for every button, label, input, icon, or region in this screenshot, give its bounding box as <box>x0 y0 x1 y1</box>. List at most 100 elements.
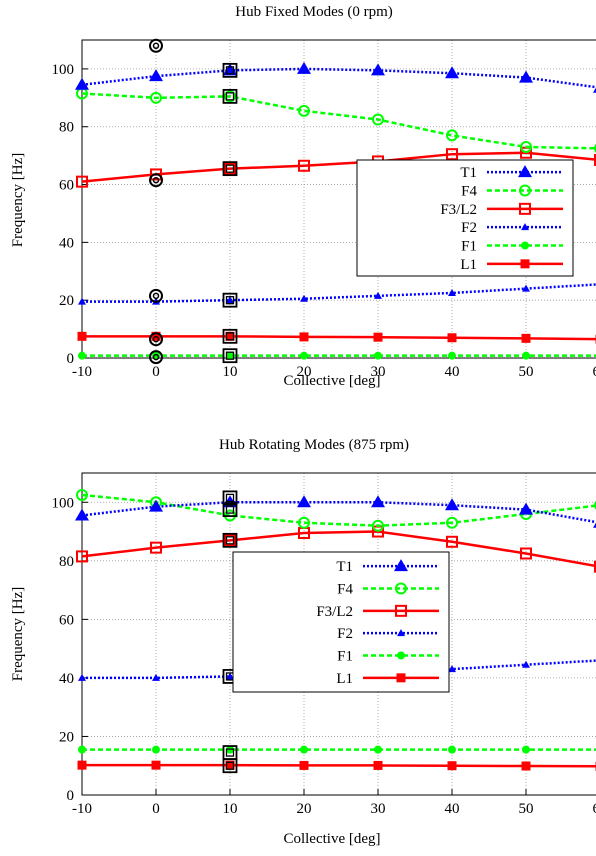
data-point <box>298 516 310 529</box>
series-line <box>81 151 596 183</box>
legend-item: F3/L2 <box>316 604 439 620</box>
data-point <box>224 162 236 175</box>
legend-label: F2 <box>461 220 477 236</box>
overlay-marker <box>149 288 163 303</box>
legend-marker <box>395 582 407 595</box>
legend-marker <box>397 629 405 637</box>
legend-item: F4 <box>337 582 439 598</box>
data-point <box>77 760 87 770</box>
legend-box <box>232 551 450 693</box>
plot-frame <box>81 39 596 359</box>
data-point <box>297 495 311 508</box>
data-point <box>372 113 384 126</box>
data-point <box>448 351 456 360</box>
legend-item: T1 <box>460 165 563 181</box>
data-point <box>522 745 530 754</box>
overlay-marker <box>222 532 238 548</box>
data-point <box>226 351 234 360</box>
x-tick-label: 40 <box>445 801 460 817</box>
data-point <box>150 541 162 554</box>
data-point <box>448 288 456 296</box>
series-f4 <box>76 87 596 153</box>
series-t1 <box>75 61 596 93</box>
plot-area <box>75 488 596 774</box>
data-point <box>371 495 385 508</box>
data-point <box>298 159 310 172</box>
chart-hub-rotating-modes: Hub Rotating Modes (875 rpm) -10 0 10 20… <box>10 437 596 847</box>
data-point <box>300 294 308 302</box>
legend-label: F4 <box>337 582 353 598</box>
legend-marker <box>519 202 531 215</box>
data-point <box>76 550 88 563</box>
data-point <box>446 129 458 142</box>
series-line <box>82 283 596 303</box>
data-point <box>299 332 309 342</box>
y-tick-label: 20 <box>59 729 74 745</box>
data-point <box>225 760 235 770</box>
data-point <box>522 284 530 292</box>
series-line <box>81 67 596 89</box>
legend-label: F4 <box>461 184 477 200</box>
data-point <box>445 498 459 511</box>
legend-item: F3/L2 <box>440 202 563 218</box>
legend-item: T1 <box>336 559 439 575</box>
data-point <box>75 508 89 521</box>
x-axis-label: Collective [deg] <box>283 373 380 389</box>
data-point <box>78 745 86 754</box>
data-point <box>224 534 236 547</box>
overlay-marker <box>222 88 238 104</box>
y-tick-label: 40 <box>59 671 74 687</box>
series-f3-l2 <box>76 146 596 188</box>
series-f4 <box>76 488 596 532</box>
legend-label: F1 <box>337 649 353 665</box>
chart-title: Hub Fixed Modes (0 rpm) <box>235 4 393 20</box>
series-line <box>81 501 596 524</box>
legend-box <box>356 159 574 277</box>
overlay-marker <box>222 502 238 517</box>
series-line <box>82 335 596 341</box>
legend-label: F3/L2 <box>316 604 353 620</box>
data-point <box>225 331 235 341</box>
legend-marker <box>521 223 529 231</box>
data-point <box>300 351 308 360</box>
overlay-marker <box>222 490 238 506</box>
data-point <box>520 140 532 153</box>
chart-hub-fixed-modes: Hub Fixed Modes (0 rpm) -10 0 10 20 30 4… <box>10 4 596 389</box>
legend-label: L1 <box>460 257 477 273</box>
data-point <box>78 351 86 360</box>
legend-marker <box>394 559 408 572</box>
legend-item: L1 <box>460 257 563 273</box>
legend-item: F4 <box>461 184 563 200</box>
data-point <box>519 70 533 83</box>
legend-marker <box>521 241 529 250</box>
x-tick-label: 60 <box>593 364 596 380</box>
legend-marker <box>519 184 531 197</box>
y-tick-label: 100 <box>52 62 75 78</box>
data-point <box>151 760 161 770</box>
data-point <box>78 673 86 681</box>
x-tick-label: 10 <box>223 364 238 380</box>
y-axis: 0 20 40 60 80 100 <box>52 495 75 804</box>
x-tick-label: 50 <box>519 364 534 380</box>
data-point <box>77 331 87 341</box>
data-point <box>372 519 384 532</box>
data-point <box>149 69 163 82</box>
y-tick-label: 40 <box>59 235 74 251</box>
data-point <box>374 351 382 360</box>
data-point <box>594 560 596 573</box>
y-axis: 0 20 40 60 80 100 <box>52 62 75 367</box>
x-tick-label: 30 <box>371 364 386 380</box>
data-point <box>224 90 236 103</box>
legend: T1 F4 F3/L2 F2 F1 L1 <box>232 551 450 693</box>
data-point <box>446 535 458 548</box>
series-line <box>81 530 596 568</box>
y-tick-label: 20 <box>59 293 74 309</box>
legend-marker <box>396 673 406 683</box>
series-f1 <box>78 745 596 754</box>
data-point <box>76 488 88 501</box>
data-point <box>76 175 88 188</box>
data-point <box>522 660 530 668</box>
data-point <box>373 760 383 770</box>
y-tick-label: 80 <box>59 554 74 570</box>
data-point <box>445 66 459 79</box>
